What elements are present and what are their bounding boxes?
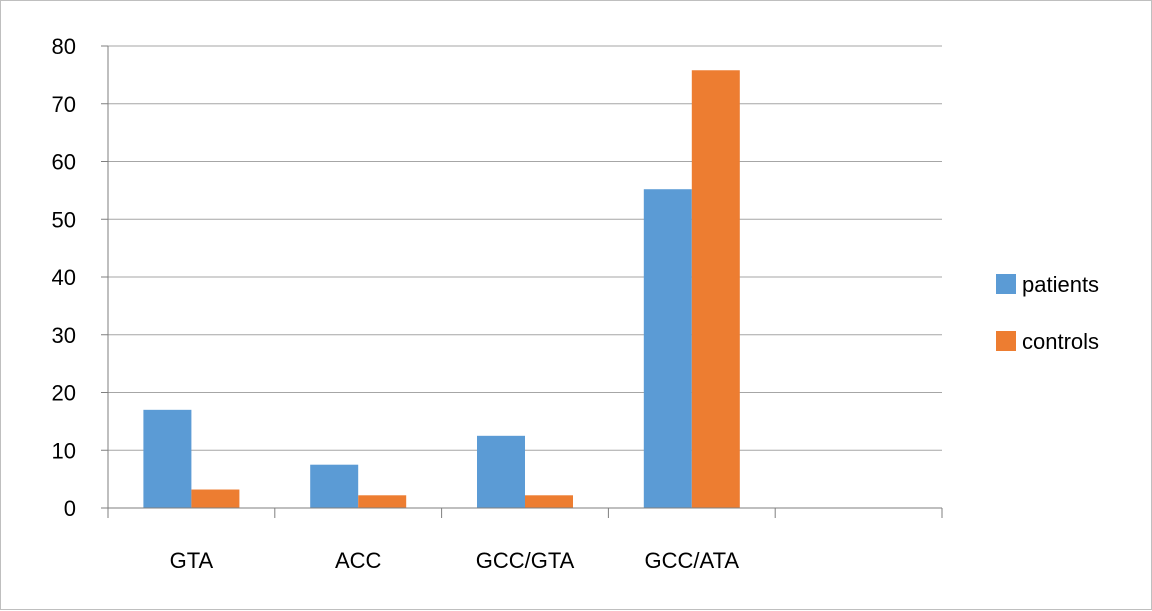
legend-swatch-controls	[996, 331, 1016, 351]
x-tick-label: GCC/ATA	[645, 548, 740, 573]
legend-swatch-patients	[996, 274, 1016, 294]
bar-patients	[643, 189, 692, 508]
y-tick-label: 60	[52, 150, 76, 175]
y-tick-label: 80	[52, 34, 76, 59]
y-tick-label: 70	[52, 92, 76, 117]
tick-labels: 0 10 20 30 40 50 60 70 80 GTA ACC GCC/GTA GCC/ATA	[52, 34, 740, 573]
x-tick-label: ACC	[335, 548, 382, 573]
y-tick-label: 40	[52, 265, 76, 290]
legend-label-controls: controls	[1022, 329, 1099, 354]
bar-controls	[525, 495, 573, 508]
legend: patients controls	[996, 272, 1099, 354]
bars	[143, 70, 740, 508]
y-tick-label: 50	[52, 207, 76, 232]
y-tick-label: 20	[52, 381, 76, 406]
gridlines	[108, 45, 942, 451]
y-tick-label: 0	[64, 496, 76, 521]
bar-patients	[143, 409, 192, 508]
bar-controls	[191, 489, 240, 508]
legend-label-patients: patients	[1022, 272, 1099, 297]
bar-patients	[310, 464, 359, 508]
y-tick-label: 10	[52, 438, 76, 463]
x-tick-label: GTA	[170, 548, 214, 573]
bar-controls	[358, 495, 407, 508]
bar-controls	[691, 70, 740, 508]
y-tick-label: 30	[52, 323, 76, 348]
x-tick-label: GCC/GTA	[476, 548, 575, 573]
bar-patients	[477, 435, 525, 508]
axes	[101, 45, 943, 518]
